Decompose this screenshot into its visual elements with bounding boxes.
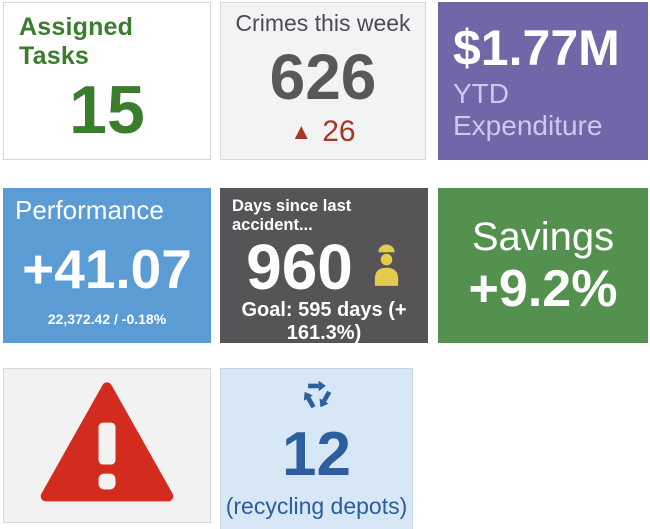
recycling-card[interactable]: 12 (recycling depots) [220,368,413,529]
crimes-value: 626 [269,41,377,113]
accident-title: Days since last accident... [232,197,352,234]
recycling-value: 12 [282,420,351,489]
accident-goal: Goal: 595 days (+ 161.3%) [241,299,407,343]
accident-card[interactable]: Days since last accident... 960 Goal: 59… [220,188,428,343]
savings-card[interactable]: Savings +9.2% [438,188,648,343]
up-triangle-icon: ▲ [290,119,313,144]
assigned-tasks-title: Assigned Tasks [19,13,134,70]
crimes-delta-value: 26 [322,115,356,148]
expenditure-value: $1.77M [453,19,620,76]
performance-card[interactable]: Performance +41.07 22,372.42 / -0.18% [3,188,211,343]
warning-triangle-icon [39,381,175,510]
performance-detail: 22,372.42 / -0.18% [47,311,167,327]
crimes-delta: ▲ 26 [290,117,355,159]
worker-icon [371,242,402,293]
performance-title: Performance [15,195,164,225]
recycle-icon [301,379,333,416]
recycling-label: (recycling depots) [225,493,408,519]
accident-value: 960 [246,231,353,303]
crimes-title: Crimes this week [235,10,411,36]
assigned-tasks-card[interactable]: Assigned Tasks 15 [3,2,211,160]
alert-card[interactable] [3,368,211,523]
assigned-tasks-value: 15 [69,72,145,148]
savings-value: +9.2% [468,259,618,318]
expenditure-label: YTD Expenditure [453,77,603,141]
performance-value: +41.07 [22,237,192,300]
savings-title: Savings [471,214,615,259]
expenditure-card[interactable]: $1.77M YTD Expenditure [438,2,648,160]
crimes-card[interactable]: Crimes this week 626 ▲ 26 [220,2,426,160]
